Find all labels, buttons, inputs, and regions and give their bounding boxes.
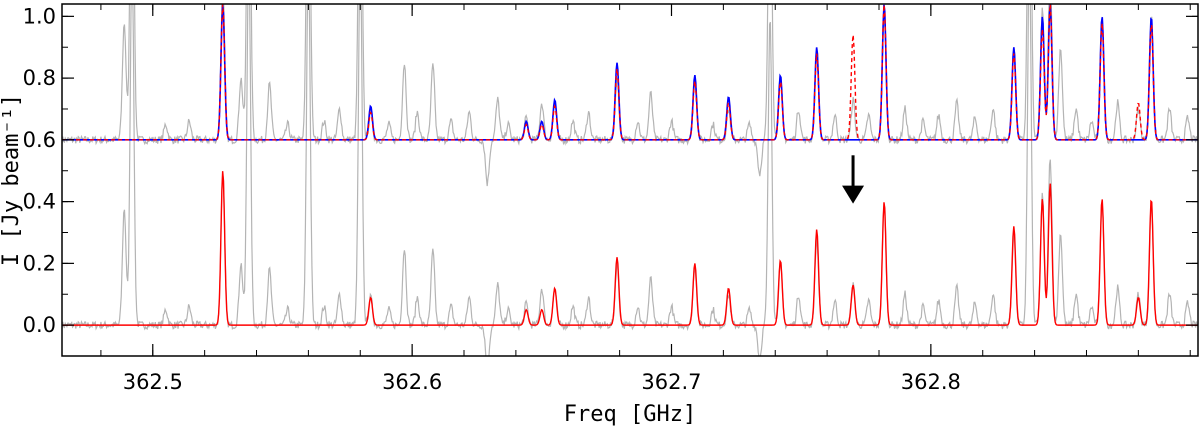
x-axis-title: Freq [GHz] <box>564 402 696 427</box>
axis-ticks: 0.0 0.2 0.4 0.6 0.8 1.0 362.5 362.6 362.7 362.8 <box>23 4 1198 394</box>
y-tick-label: 0.0 <box>23 313 56 337</box>
plot-frame <box>61 3 1199 357</box>
model-spectrum-lower-red <box>62 171 1198 326</box>
y-tick-label: 0.4 <box>23 190 56 214</box>
y-tick-label: 0.2 <box>23 251 56 275</box>
observed-spectrum-lower <box>62 4 1198 356</box>
model-spectra-group <box>62 4 1198 326</box>
x-tick-label: 362.7 <box>641 370 701 394</box>
y-axis-title: I [Jy beam⁻¹] <box>0 94 24 266</box>
x-tick-label: 362.8 <box>901 370 961 394</box>
observed-spectrum-group <box>62 4 1198 356</box>
x-tick-label: 362.5 <box>123 370 183 394</box>
arrow-head <box>842 185 865 204</box>
y-tick-label: 1.0 <box>23 4 56 28</box>
x-tick-label: 362.6 <box>382 370 442 394</box>
arrow-annotation <box>842 155 865 204</box>
y-tick-label: 0.6 <box>23 128 56 152</box>
model-spectrum-upper-red-dashed <box>62 4 1198 141</box>
y-tick-label: 0.8 <box>23 66 56 90</box>
